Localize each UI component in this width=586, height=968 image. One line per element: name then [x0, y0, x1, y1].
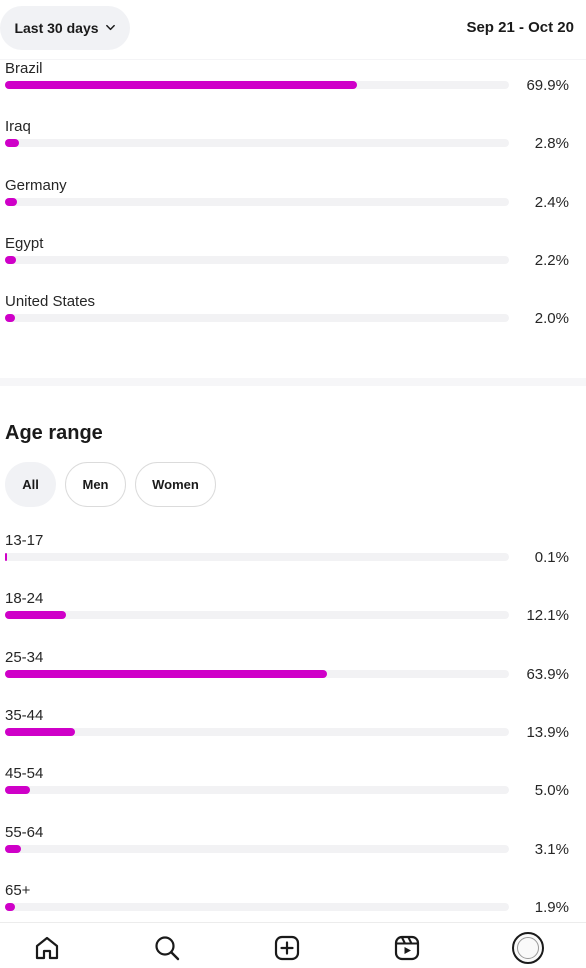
insights-header: Last 30 days Sep 21 - Oct 20 — [0, 0, 586, 60]
home-icon[interactable] — [32, 933, 62, 963]
age-range-label: 35-44 — [5, 706, 44, 724]
age-range-row: 65+ 1.9% — [0, 882, 586, 940]
country-bar-fill — [5, 255, 17, 264]
chevron-down-icon — [105, 24, 115, 31]
age-range-row: 35-44 13.9% — [0, 707, 586, 765]
profile-avatar[interactable] — [511, 931, 545, 965]
country-percentage: 2.4% — [534, 193, 569, 211]
country-label: Germany — [5, 176, 67, 194]
age-range-bar-fill — [5, 727, 76, 736]
age-range-bar-fill — [5, 786, 31, 795]
country-row: United States 2.0% — [0, 293, 586, 351]
age-range-percentage: 5.0% — [534, 782, 569, 800]
age-range-bar-track — [5, 553, 509, 561]
country-bar-fill — [5, 314, 16, 323]
age-range-bar-track — [5, 727, 509, 736]
age-range-label: 13-17 — [5, 532, 44, 549]
date-range-text: Sep 21 - Oct 20 — [466, 19, 574, 36]
create-icon[interactable] — [272, 933, 302, 963]
age-range-bar-fill — [5, 902, 15, 911]
country-percentage: 2.8% — [534, 135, 569, 153]
age-range-row: 18-24 12.1% — [0, 590, 586, 648]
age-range-percentage: 3.1% — [534, 840, 569, 858]
country-label: Iraq — [5, 118, 31, 136]
country-bar-track — [5, 139, 509, 148]
age-range-bar-fill — [5, 553, 7, 561]
country-percentage: 2.0% — [534, 310, 569, 328]
country-label: Egypt — [5, 234, 44, 252]
age-range-bar-track — [5, 611, 509, 620]
country-bar-track — [5, 255, 509, 264]
age-range-bar-track — [5, 902, 509, 911]
country-percentage: 2.2% — [534, 251, 569, 269]
age-range-bar-track — [5, 844, 509, 853]
age-range-percentage: 13.9% — [526, 723, 569, 741]
section-divider — [0, 378, 586, 386]
country-label: Brazil — [5, 60, 43, 77]
country-bar-track — [5, 197, 509, 206]
filter-women-button[interactable]: Women — [135, 462, 216, 507]
country-row: Iraq 2.8% — [0, 118, 586, 176]
age-range-bar-fill — [5, 611, 66, 620]
bottom-navigation — [0, 922, 586, 968]
search-icon[interactable] — [152, 933, 182, 963]
range-label: Last 30 days — [14, 19, 99, 36]
country-label: United States — [5, 293, 96, 311]
age-range-label: 65+ — [5, 881, 31, 899]
age-range-bar-fill — [5, 844, 21, 853]
country-percentage: 69.9% — [526, 77, 569, 94]
age-range-title: Age range — [5, 422, 103, 444]
age-range-label: 55-64 — [5, 823, 44, 841]
country-bar-fill — [5, 197, 18, 206]
country-row: Germany 2.4% — [0, 177, 586, 235]
age-range-label: 25-34 — [5, 648, 44, 666]
age-range-row: 25-34 63.9% — [0, 649, 586, 707]
age-range-percentage: 1.9% — [534, 898, 569, 916]
country-bar-track — [5, 81, 509, 89]
age-range-row: 13-17 0.1% — [0, 532, 586, 590]
age-range-label: 45-54 — [5, 765, 44, 783]
age-range-row: 45-54 5.0% — [0, 765, 586, 823]
age-range-percentage: 12.1% — [526, 607, 569, 625]
age-range-percentage: 0.1% — [534, 549, 569, 566]
country-row: Egypt 2.2% — [0, 235, 586, 293]
filter-all-button[interactable]: All — [5, 462, 56, 507]
avatar-image — [517, 937, 539, 959]
date-range-selector[interactable]: Last 30 days — [0, 5, 130, 50]
reels-icon[interactable] — [392, 933, 422, 963]
age-range-bar-track — [5, 786, 509, 795]
age-range-label: 18-24 — [5, 590, 44, 608]
country-row: Brazil 69.9% — [0, 60, 586, 118]
country-bar-fill — [5, 139, 20, 148]
age-range-row: 55-64 3.1% — [0, 824, 586, 882]
filter-men-button[interactable]: Men — [65, 462, 126, 507]
age-range-bar-fill — [5, 669, 328, 678]
age-range-percentage: 63.9% — [526, 665, 569, 683]
country-bar-fill — [5, 81, 358, 89]
country-bar-track — [5, 314, 509, 323]
age-range-bar-track — [5, 669, 509, 678]
avatar — [512, 932, 544, 964]
